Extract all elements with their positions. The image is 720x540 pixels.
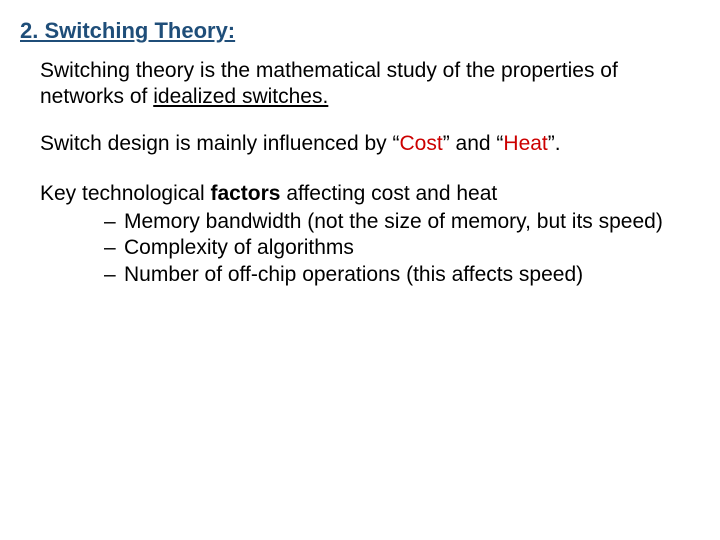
para3-text-b: affecting cost and heat: [280, 182, 497, 205]
word-cost: Cost: [400, 132, 443, 155]
para2-text-b: ” and “: [443, 132, 504, 155]
section-heading: 2. Switching Theory:: [20, 18, 692, 44]
bullet-item: – Memory bandwidth (not the size of memo…: [104, 209, 682, 235]
para2-text-a: Switch design is mainly influenced by “: [40, 132, 400, 155]
bullet-text-1: Memory bandwidth (not the size of memory…: [124, 209, 682, 235]
body-content: Switching theory is the mathematical stu…: [40, 58, 682, 288]
bullet-dash: –: [104, 209, 124, 235]
para1-text-b-underlined: idealized switches.: [153, 85, 328, 108]
bullet-dash: –: [104, 262, 124, 288]
bullet-item: – Complexity of algorithms: [104, 235, 682, 261]
bullet-text-2: Complexity of algorithms: [124, 235, 682, 261]
paragraph-definition: Switching theory is the mathematical stu…: [40, 58, 682, 111]
para2-text-c: ”.: [548, 132, 561, 155]
bullet-item: – Number of off-chip operations (this af…: [104, 262, 682, 288]
word-factors: factors: [210, 182, 280, 205]
word-heat: Heat: [503, 132, 547, 155]
bullet-list: – Memory bandwidth (not the size of memo…: [104, 209, 682, 288]
slide: 2. Switching Theory: Switching theory is…: [0, 0, 720, 540]
bullet-text-3: Number of off-chip operations (this affe…: [124, 262, 682, 288]
paragraph-factors-intro: Key technological factors affecting cost…: [40, 181, 682, 207]
bullet-dash: –: [104, 235, 124, 261]
paragraph-influence: Switch design is mainly influenced by “C…: [40, 131, 682, 157]
para3-text-a: Key technological: [40, 182, 210, 205]
para1-text-a: Switching theory is the mathematical stu…: [40, 59, 618, 108]
